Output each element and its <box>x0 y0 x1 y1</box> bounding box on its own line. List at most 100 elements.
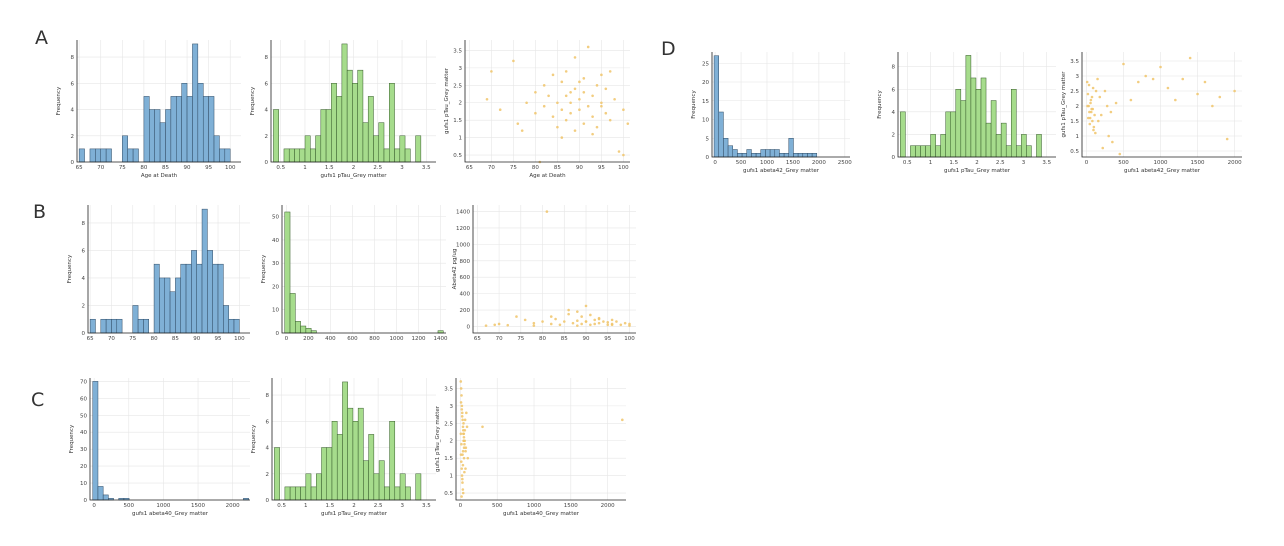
x-tick-label: 65 <box>474 336 481 342</box>
axis-spines <box>271 378 436 501</box>
scatter-point <box>591 94 594 98</box>
histogram-bar <box>284 211 291 334</box>
histogram-bar <box>363 460 369 501</box>
histogram-bar <box>383 148 390 163</box>
histogram-bar <box>201 208 208 334</box>
scatter-point <box>1111 140 1114 144</box>
scatter-point <box>1129 98 1133 102</box>
axis-spines <box>472 205 636 334</box>
chart-d2: 0.5 1 1.5 2 2.5 3 3.5 0 2 4 6 8 gufs1 pTau_Grey matt… <box>877 52 1056 174</box>
scatter-point <box>484 324 488 327</box>
axis-spines <box>281 205 446 334</box>
histogram-bar <box>940 134 946 158</box>
scatter-point <box>1218 95 1222 99</box>
x-tick-label: 75 <box>119 165 126 171</box>
scatter-point <box>628 322 631 326</box>
histogram-bar <box>779 153 785 158</box>
y-tick-label: 1.5 <box>453 118 462 124</box>
y-tick-label: 0 <box>84 498 88 504</box>
x-tick-label: 95 <box>215 336 222 342</box>
histogram-bar <box>342 381 348 501</box>
y-tick-label: 0 <box>266 498 270 504</box>
y-tick-label: 1 <box>459 136 463 142</box>
scatter-point <box>604 87 608 91</box>
y-tick-label: 0 <box>706 155 710 161</box>
histogram-bar <box>362 122 369 163</box>
x-tick-label: 3.5 <box>422 165 431 171</box>
histogram-bar <box>170 96 177 163</box>
y-tick-label: 0 <box>71 160 75 166</box>
scatter-point <box>1105 104 1109 108</box>
scatter-point <box>459 460 463 463</box>
scatter-point <box>608 70 612 73</box>
x-tick-label: 100 <box>234 336 245 342</box>
y-tick-label: 10 <box>272 308 279 314</box>
histogram-bar <box>793 153 799 158</box>
histogram-bar <box>315 135 322 163</box>
histogram-bar <box>713 55 719 158</box>
scatter-point <box>1098 95 1102 99</box>
scatter-point <box>461 491 465 495</box>
x-axis-label: Age at Death <box>529 173 566 179</box>
y-tick-label: 40 <box>80 430 87 436</box>
histogram-bar <box>299 148 306 163</box>
scatter-point <box>597 317 601 321</box>
histogram-bar <box>192 43 199 163</box>
x-tick-label: 80 <box>151 336 158 342</box>
histogram-bar <box>196 263 203 334</box>
histogram-bar <box>100 318 107 334</box>
y-tick-label: 2.5 <box>1070 89 1079 95</box>
histogram-bar <box>1010 89 1017 158</box>
histogram-bar <box>930 134 936 158</box>
x-axis-label: gufs1 pTau_Grey matter <box>321 511 388 517</box>
scatter-point <box>461 488 465 491</box>
scatter-point <box>623 321 627 325</box>
y-axis-label: gufs1 pTau_Grey matter <box>435 405 441 472</box>
histogram-bar <box>378 460 385 501</box>
x-tick-label: 85 <box>561 336 568 342</box>
scatter-point <box>463 439 467 443</box>
x-tick-label: 85 <box>162 165 169 171</box>
x-tick-label: 2.5 <box>996 160 1005 166</box>
y-tick-label: 50 <box>272 215 279 221</box>
scatter-point <box>610 323 614 327</box>
scatter-point <box>582 90 586 94</box>
histogram-bar <box>228 318 235 334</box>
histogram-bar <box>910 145 916 158</box>
histogram-bar <box>224 148 231 163</box>
panel-label-b: B <box>33 201 46 223</box>
histogram-bar <box>378 122 385 163</box>
x-tick-label: 3 <box>400 165 404 171</box>
x-tick-label: 0 <box>285 336 289 342</box>
histogram-bar <box>975 89 982 158</box>
scatter-point <box>515 315 518 318</box>
histogram-bar <box>310 486 317 501</box>
x-tick-label: 80 <box>140 165 147 171</box>
histogram-bar <box>404 148 411 163</box>
histogram-bar <box>389 421 396 501</box>
histogram-bar <box>900 111 906 158</box>
histogram-bar <box>326 447 333 501</box>
x-tick-label: 500 <box>736 160 747 166</box>
histogram-bar <box>955 89 962 158</box>
y-tick-label: 10 <box>80 481 87 487</box>
histogram-bar <box>368 434 375 501</box>
histogram-bar <box>284 486 291 501</box>
y-tick-label: 25 <box>702 61 709 67</box>
scatter-point <box>462 422 465 425</box>
scatter-point <box>459 432 463 436</box>
histogram-bar <box>149 109 155 163</box>
x-tick-label: 90 <box>193 336 200 342</box>
scatter-point <box>549 322 553 326</box>
scatter-point <box>1087 83 1091 87</box>
histogram-bar <box>233 318 240 334</box>
x-tick-label: 0 <box>459 503 463 509</box>
y-axis-label: Frequency <box>877 90 883 119</box>
x-tick-label: 1 <box>304 503 308 509</box>
chart-a3: 65 70 75 80 85 90 95 100 0.5 1 1.5 2 2.5 3 3.5 Age at D… <box>444 40 630 179</box>
histogram-bar <box>373 473 380 501</box>
scatter-point <box>621 418 624 422</box>
y-tick-label: 3.5 <box>453 48 462 54</box>
x-tick-label: 95 <box>604 336 611 342</box>
x-tick-label: 1400 <box>433 336 447 342</box>
